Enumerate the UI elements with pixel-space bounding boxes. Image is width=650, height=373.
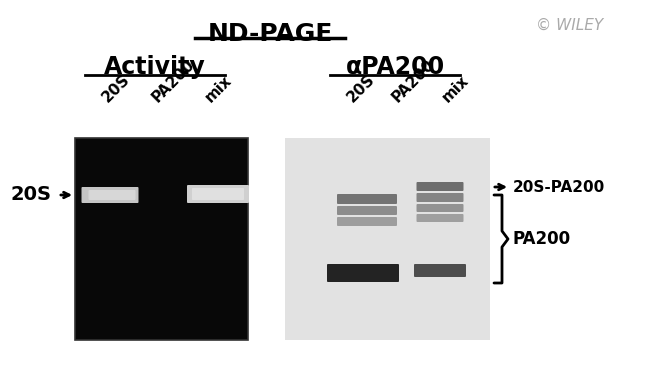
Text: 20S: 20S bbox=[344, 72, 378, 105]
Text: PA200: PA200 bbox=[513, 230, 571, 248]
Text: 20S-PA200: 20S-PA200 bbox=[513, 179, 605, 194]
Text: PA200: PA200 bbox=[150, 57, 198, 105]
Text: mix: mix bbox=[202, 73, 235, 105]
Text: 20S: 20S bbox=[10, 185, 51, 204]
FancyBboxPatch shape bbox=[337, 217, 397, 226]
Bar bbox=[285, 138, 490, 340]
FancyBboxPatch shape bbox=[417, 214, 463, 222]
Text: αPA200: αPA200 bbox=[345, 55, 445, 79]
FancyBboxPatch shape bbox=[417, 193, 463, 202]
Text: © WILEY: © WILEY bbox=[536, 18, 604, 33]
Bar bbox=[75, 138, 248, 340]
Text: mix: mix bbox=[439, 73, 472, 105]
FancyBboxPatch shape bbox=[337, 194, 397, 204]
FancyBboxPatch shape bbox=[192, 188, 244, 200]
FancyBboxPatch shape bbox=[414, 264, 466, 277]
FancyBboxPatch shape bbox=[417, 182, 463, 191]
FancyBboxPatch shape bbox=[337, 206, 397, 215]
FancyBboxPatch shape bbox=[327, 264, 399, 282]
FancyBboxPatch shape bbox=[187, 185, 249, 203]
FancyBboxPatch shape bbox=[88, 190, 135, 200]
Text: 20S: 20S bbox=[99, 72, 133, 105]
Text: Activity: Activity bbox=[104, 55, 206, 79]
Text: PA200: PA200 bbox=[389, 57, 438, 105]
Text: ND-PAGE: ND-PAGE bbox=[207, 22, 333, 46]
FancyBboxPatch shape bbox=[81, 187, 138, 203]
FancyBboxPatch shape bbox=[417, 204, 463, 212]
